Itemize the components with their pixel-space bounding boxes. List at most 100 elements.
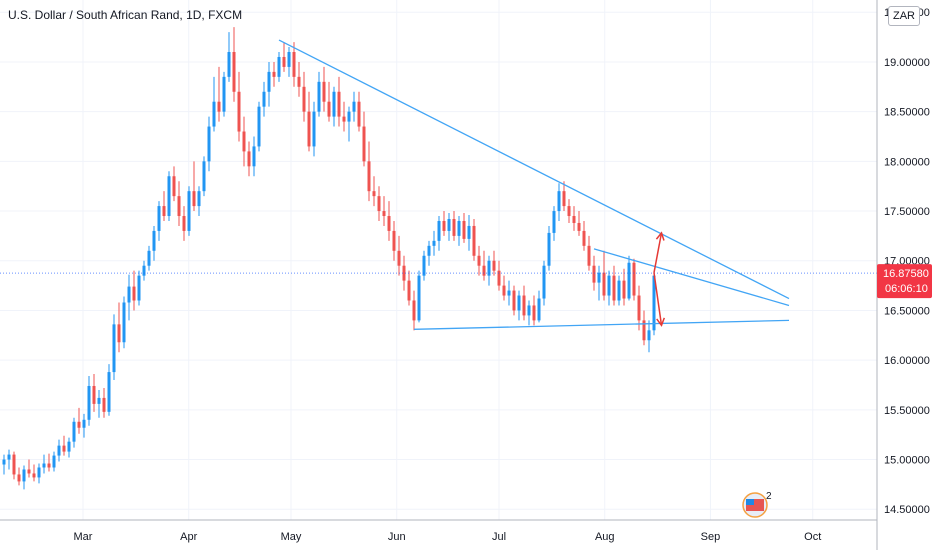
candle-body (567, 206, 571, 217)
candle-body (2, 459, 6, 465)
candle-body (7, 454, 11, 460)
candle (327, 81, 331, 122)
candle-body (462, 220, 466, 239)
candle-body (357, 101, 361, 127)
candle (52, 451, 56, 472)
price-label-box (877, 264, 932, 299)
candle-body (247, 151, 251, 167)
candle-body (497, 270, 501, 286)
candle (232, 27, 236, 102)
candle (567, 199, 571, 223)
currency-button[interactable]: ZAR (888, 6, 920, 26)
candle (357, 91, 361, 132)
candle (187, 186, 191, 236)
candle-body (352, 101, 356, 112)
candle-body (182, 216, 186, 231)
x-tick-label: May (281, 531, 302, 543)
candle (117, 302, 121, 353)
candle (387, 201, 391, 241)
candle-body (137, 275, 141, 301)
candle (207, 116, 211, 172)
candle (132, 270, 136, 311)
candle (192, 161, 196, 212)
candle-body (292, 52, 296, 77)
candle (157, 201, 161, 241)
candle (182, 206, 186, 241)
arrow-shaft (653, 272, 663, 326)
candle-body (72, 421, 76, 442)
candle (397, 235, 401, 276)
y-tick-label: 15.00000 (884, 455, 930, 467)
candle-body (452, 218, 456, 236)
y-tick-label: 18.00000 (884, 156, 930, 168)
candle (252, 136, 256, 177)
candle (247, 141, 251, 177)
candle (532, 295, 536, 326)
candle (362, 111, 366, 167)
candle-body (87, 385, 91, 420)
candle-body (52, 455, 56, 468)
candle (102, 387, 106, 418)
candle (272, 61, 276, 87)
candle-body (37, 467, 41, 478)
candle-body (232, 52, 236, 92)
candle (257, 101, 261, 152)
candle-body (592, 265, 596, 283)
candle (502, 275, 506, 301)
support-line (413, 319, 790, 330)
candle-body (347, 111, 351, 122)
candle-body (547, 232, 551, 266)
logo-canton (746, 499, 754, 505)
candle (557, 183, 561, 221)
candle (572, 206, 576, 231)
candle (87, 376, 91, 426)
candle (62, 435, 66, 456)
candle (382, 196, 386, 226)
candle-body (227, 52, 231, 77)
y-tick-label: 17.50000 (884, 206, 930, 218)
candle-body (32, 473, 36, 478)
candle-body (237, 91, 241, 132)
x-tick-label: Sep (701, 531, 721, 543)
x-tick-label: Mar (74, 531, 93, 543)
y-tick-label: 18.50000 (884, 107, 930, 119)
candle-body (302, 86, 306, 112)
candle (542, 260, 546, 306)
annotation-layer: 2 (0, 39, 877, 518)
candle (512, 285, 516, 316)
candle (147, 245, 151, 271)
candle-body (212, 101, 216, 127)
candle-body (652, 275, 656, 331)
tradingview-logo-icon: 2 (742, 491, 772, 518)
candle-body (607, 275, 611, 296)
candle (442, 211, 446, 236)
candle-body (127, 286, 131, 303)
descending-trendline (278, 39, 790, 300)
candle-body (372, 191, 376, 197)
candle (122, 296, 126, 349)
candle (372, 176, 376, 207)
candle (437, 216, 441, 251)
candle-body (377, 196, 381, 212)
candle (547, 225, 551, 271)
candle-body (407, 280, 411, 301)
candle-body (647, 330, 651, 341)
candle (332, 86, 336, 127)
x-tick-label: Jul (492, 531, 506, 543)
price-value: 16.87580 (883, 268, 929, 280)
candle-body (82, 419, 86, 428)
candle (7, 449, 11, 470)
price-label: 16.87580 06:06:10 (877, 264, 932, 299)
candle (402, 255, 406, 291)
candle-body (642, 320, 646, 341)
candle (297, 61, 301, 97)
candle (322, 66, 326, 112)
candle-body (482, 265, 486, 276)
candle (552, 206, 556, 241)
candle-body (542, 265, 546, 299)
y-tick-label: 19.00000 (884, 57, 930, 69)
candle-body (77, 421, 81, 428)
